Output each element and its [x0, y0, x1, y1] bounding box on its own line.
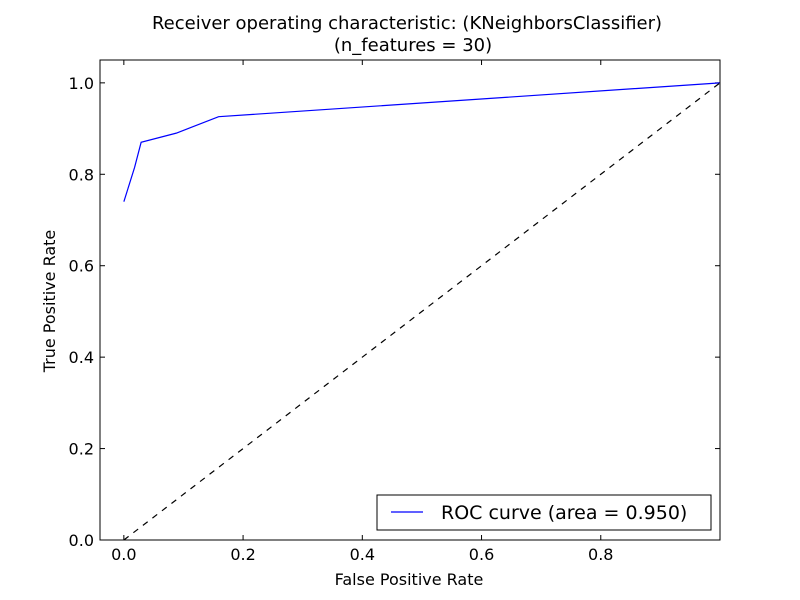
plot-frame — [99, 59, 721, 541]
x-axis-ticks: 0.0 0.2 0.4 0.6 0.8 — [111, 60, 613, 564]
legend-box — [376, 494, 712, 531]
x-tick-label: 0.8 — [588, 545, 613, 564]
chart-subtitle: (n_features = 30) — [334, 35, 492, 56]
y-tick-label: 0.6 — [69, 257, 94, 276]
y-tick-label: 0.0 — [69, 531, 94, 550]
x-axis-label: False Positive Rate — [335, 570, 484, 589]
y-tick-label: 1.0 — [69, 74, 94, 93]
y-tick-label: 0.8 — [69, 165, 94, 184]
legend: ROC curve (area = 0.950) — [376, 494, 712, 531]
series-layer — [123, 82, 721, 541]
y-tick-label: 0.4 — [69, 348, 94, 367]
x-tick-label: 0.2 — [230, 545, 255, 564]
roc-curve-line — [123, 82, 721, 202]
chart-title: Receiver operating characteristic: (KNei… — [152, 13, 662, 34]
x-tick-label: 0.4 — [350, 545, 375, 564]
chance-diagonal-line — [123, 82, 721, 541]
y-axis-ticks: 0.0 0.2 0.4 0.6 0.8 1.0 — [69, 74, 720, 550]
y-axis-label: True Positive Rate — [40, 230, 59, 374]
y-tick-label: 0.2 — [69, 440, 94, 459]
legend-label: ROC curve (area = 0.950) — [441, 502, 687, 524]
x-tick-label: 0.6 — [469, 545, 494, 564]
x-tick-label: 0.0 — [111, 545, 136, 564]
